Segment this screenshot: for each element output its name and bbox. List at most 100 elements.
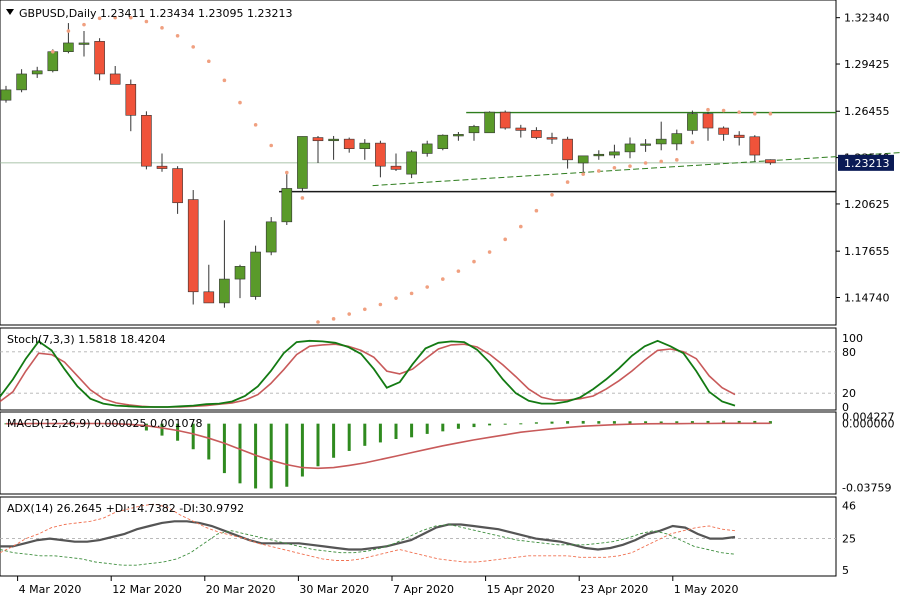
- macd-histogram-bar: [472, 423, 476, 428]
- candle-body[interactable]: [546, 137, 558, 140]
- sar-point: [253, 123, 258, 127]
- adx-title: ADX(14) 26.2645 +DI:14.7382 -DI:30.9792: [7, 502, 244, 515]
- candle-body[interactable]: [375, 142, 386, 167]
- candle-body[interactable]: [421, 143, 433, 154]
- sar-point: [378, 302, 383, 307]
- plus-di-line[interactable]: [0, 524, 736, 566]
- macd-plot-area[interactable]: [4, 420, 772, 489]
- adx-pane[interactable]: 46 25 5 ADX(14) 26.2645 +DI:14.7382 -DI:30…: [0, 496, 856, 577]
- price-pane[interactable]: 1.323401.294251.264551.235401.206251.176…: [0, 0, 900, 326]
- stochastic-plot-area[interactable]: [0, 339, 836, 408]
- candle-body[interactable]: [94, 41, 105, 75]
- candle-body[interactable]: [328, 138, 339, 142]
- candle-body[interactable]: [141, 115, 152, 167]
- candle-body[interactable]: [234, 266, 246, 280]
- candle-body[interactable]: [265, 221, 277, 253]
- macd-histogram-bar: [753, 420, 757, 424]
- adx-line[interactable]: [0, 520, 736, 551]
- candle-body[interactable]: [406, 151, 417, 175]
- macd-histogram-bar: [550, 421, 554, 424]
- sar-point: [597, 169, 601, 173]
- triangle-down-icon[interactable]: [6, 9, 14, 15]
- stochastic-main-line[interactable]: [0, 339, 736, 408]
- macd-histogram-bar: [644, 421, 648, 424]
- candle-body[interactable]: [281, 188, 293, 223]
- candle-body[interactable]: [718, 127, 729, 135]
- candle-body[interactable]: [219, 278, 230, 304]
- candle-body[interactable]: [453, 134, 464, 137]
- macd-histogram-bar: [441, 423, 445, 432]
- candle-body[interactable]: [390, 165, 402, 170]
- candle-body[interactable]: [156, 165, 168, 169]
- candle-body[interactable]: [297, 136, 308, 189]
- candle-body[interactable]: [609, 151, 620, 156]
- macd-histogram-bar: [737, 420, 741, 424]
- sar-point: [690, 140, 695, 145]
- minus-di-line[interactable]: [0, 503, 736, 563]
- macd-histogram-bar: [238, 423, 242, 484]
- sar-point: [394, 296, 398, 300]
- candle-body[interactable]: [31, 70, 43, 75]
- adx-plot-area[interactable]: [0, 503, 836, 566]
- candle-body[interactable]: [499, 111, 511, 129]
- candle-body[interactable]: [593, 153, 605, 157]
- stochastic-signal-line[interactable]: [0, 343, 736, 408]
- sar-point: [97, 16, 102, 21]
- candle-body[interactable]: [515, 127, 527, 131]
- sar-point: [160, 26, 164, 30]
- candle-body[interactable]: [47, 51, 59, 72]
- candle-body[interactable]: [343, 138, 355, 149]
- price-tick-label: 1.32340: [844, 12, 890, 25]
- candle-body[interactable]: [562, 138, 573, 161]
- candle-body[interactable]: [577, 155, 589, 164]
- macd-signal-line[interactable]: [6, 422, 771, 470]
- candle-body[interactable]: [172, 168, 183, 204]
- macd-histogram-bar: [316, 423, 320, 467]
- candle-body[interactable]: [468, 126, 480, 134]
- candle-body[interactable]: [733, 134, 745, 138]
- candle-body[interactable]: [702, 113, 714, 129]
- candle-body[interactable]: [78, 42, 90, 45]
- macd-title: MACD(12,26,9) 0.000025 0.001078: [7, 417, 203, 430]
- candle-body[interactable]: [359, 142, 371, 149]
- sar-point: [643, 161, 648, 165]
- candle-body[interactable]: [484, 111, 495, 134]
- stochastic-tick-label: 80: [842, 346, 856, 359]
- sar-point: [721, 108, 726, 113]
- stochastic-title: Stoch(7,3,3) 1.5818 18.4204: [7, 333, 166, 346]
- candle-body[interactable]: [187, 199, 199, 293]
- candle-body[interactable]: [687, 113, 698, 131]
- sar-point: [300, 196, 305, 200]
- candle-body[interactable]: [125, 83, 137, 116]
- macd-histogram-bar: [722, 420, 726, 424]
- candle-body[interactable]: [624, 143, 636, 153]
- candle-body[interactable]: [765, 159, 776, 164]
- sar-point: [565, 180, 570, 184]
- macd-pane-frame: [0, 411, 837, 495]
- candle-body[interactable]: [749, 136, 761, 156]
- candle-body[interactable]: [312, 137, 324, 142]
- candle-body[interactable]: [0, 89, 12, 101]
- candle-body[interactable]: [203, 291, 215, 304]
- candle-body[interactable]: [16, 73, 27, 91]
- candle-body[interactable]: [531, 130, 542, 138]
- candle-body[interactable]: [640, 143, 651, 146]
- price-tick-label: 1.14740: [844, 292, 890, 305]
- time-axis: 4 Mar 2020 12 Mar 2020 20 Mar 2020 30 Mar 2…: [17, 576, 739, 596]
- candle-body[interactable]: [63, 42, 74, 52]
- stochastic-tick-label: 0: [842, 401, 849, 414]
- macd-histogram-bar: [285, 423, 289, 487]
- stochastic-pane-frame: [0, 327, 837, 411]
- candle-body[interactable]: [437, 134, 449, 149]
- candle-body[interactable]: [655, 138, 667, 145]
- candle-body[interactable]: [250, 251, 261, 297]
- sar-point: [66, 29, 71, 33]
- price-plot-area[interactable]: [0, 15, 900, 324]
- candle-body[interactable]: [109, 73, 121, 85]
- candle-body[interactable]: [671, 133, 683, 145]
